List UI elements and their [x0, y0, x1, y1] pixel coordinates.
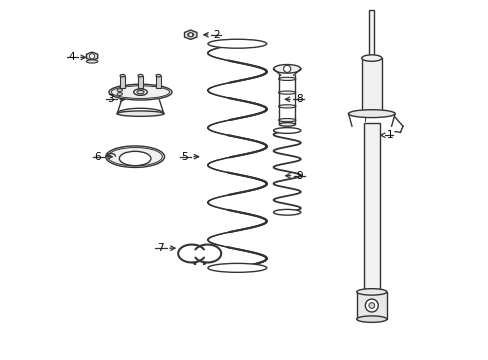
- Bar: [363, 123, 379, 289]
- Text: 4: 4: [68, 52, 75, 62]
- Ellipse shape: [108, 148, 162, 166]
- Ellipse shape: [361, 111, 381, 117]
- Ellipse shape: [356, 289, 386, 295]
- Ellipse shape: [117, 111, 163, 116]
- Ellipse shape: [207, 264, 266, 273]
- Ellipse shape: [105, 146, 164, 167]
- Ellipse shape: [117, 93, 122, 95]
- Bar: [368, 10, 373, 58]
- Text: 3: 3: [107, 94, 114, 104]
- Ellipse shape: [133, 89, 147, 95]
- Ellipse shape: [86, 60, 98, 63]
- Ellipse shape: [273, 210, 300, 215]
- Ellipse shape: [156, 75, 161, 77]
- Ellipse shape: [278, 77, 295, 81]
- Text: 8: 8: [295, 94, 302, 104]
- Polygon shape: [184, 30, 197, 40]
- Bar: [361, 58, 381, 114]
- Ellipse shape: [117, 89, 122, 92]
- Bar: [138, 76, 142, 88]
- Ellipse shape: [273, 128, 300, 134]
- Ellipse shape: [187, 33, 193, 37]
- Circle shape: [283, 65, 290, 72]
- Bar: [120, 76, 125, 88]
- Text: 2: 2: [213, 30, 220, 40]
- Ellipse shape: [356, 316, 386, 322]
- Text: 9: 9: [296, 171, 303, 181]
- Ellipse shape: [137, 90, 144, 94]
- Circle shape: [188, 33, 192, 37]
- Ellipse shape: [348, 110, 394, 118]
- Ellipse shape: [207, 39, 266, 48]
- Circle shape: [89, 54, 95, 59]
- Polygon shape: [86, 52, 98, 60]
- Circle shape: [365, 299, 378, 312]
- Circle shape: [368, 303, 374, 309]
- Ellipse shape: [119, 151, 151, 166]
- Ellipse shape: [138, 75, 142, 77]
- Text: 7: 7: [157, 243, 163, 253]
- Ellipse shape: [361, 55, 381, 61]
- Ellipse shape: [278, 105, 295, 108]
- Ellipse shape: [111, 86, 169, 98]
- Ellipse shape: [278, 91, 295, 94]
- Bar: [356, 292, 386, 319]
- Ellipse shape: [278, 118, 295, 122]
- Text: 5: 5: [181, 152, 187, 162]
- Bar: [156, 76, 161, 88]
- Text: 1: 1: [386, 130, 392, 140]
- Ellipse shape: [109, 84, 172, 100]
- Ellipse shape: [279, 123, 294, 126]
- Text: 6: 6: [94, 152, 101, 162]
- Ellipse shape: [273, 64, 300, 73]
- Ellipse shape: [120, 75, 125, 77]
